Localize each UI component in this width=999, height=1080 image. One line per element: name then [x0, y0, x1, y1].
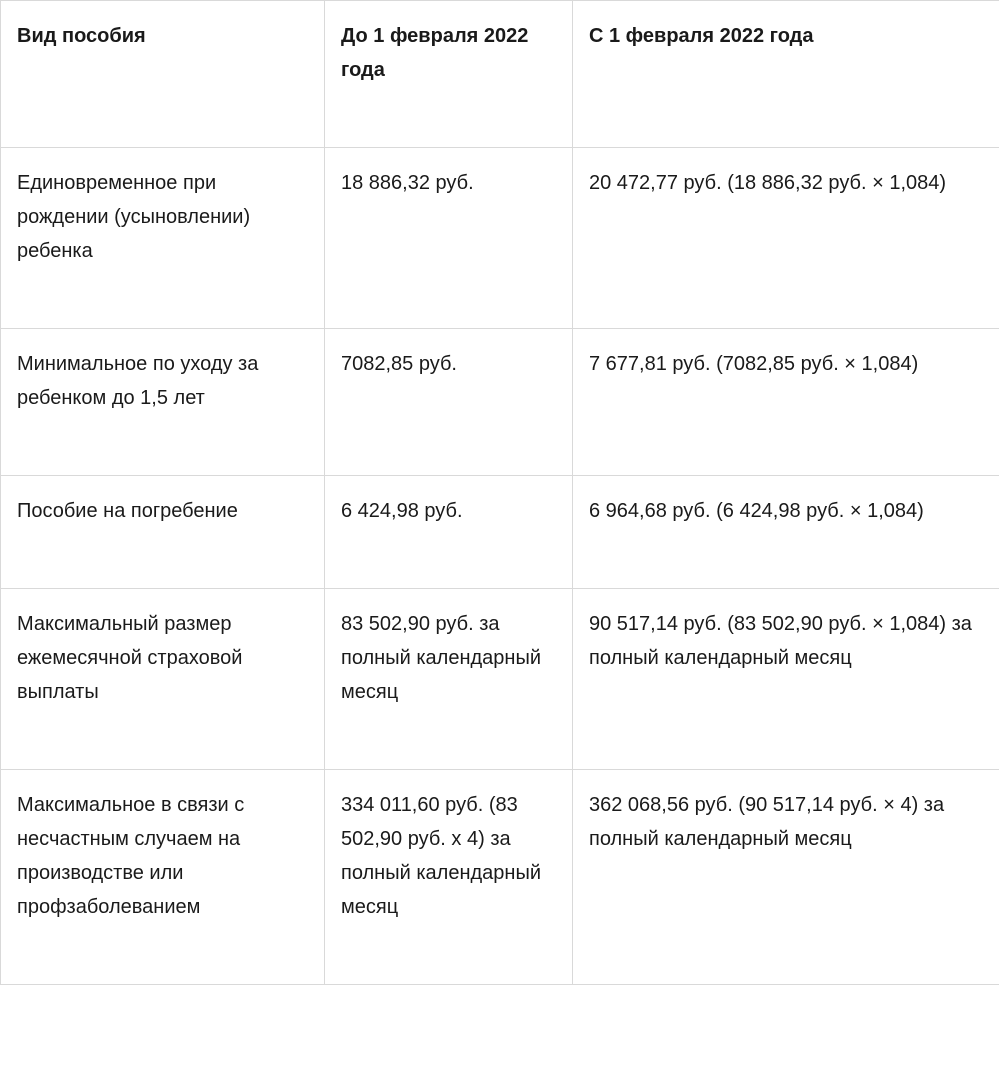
table-header-cell: С 1 февраля 2022 года [573, 1, 999, 148]
table-cell: 6 424,98 руб. [325, 476, 573, 589]
table-cell: 20 472,77 руб. (18 886,32 руб. × 1,084) [573, 148, 999, 329]
table-cell: 7082,85 руб. [325, 329, 573, 476]
table-cell: 7 677,81 руб. (7082,85 руб. × 1,084) [573, 329, 999, 476]
table-row: Максимальное в связи с несчастным случае… [1, 770, 999, 985]
table-row: Пособие на погребение 6 424,98 руб. 6 96… [1, 476, 999, 589]
table-cell: Единовременное при рождении (усыновлении… [1, 148, 325, 329]
table-cell: 83 502,90 руб. за полный календарный мес… [325, 589, 573, 770]
table-cell: 18 886,32 руб. [325, 148, 573, 329]
table-cell: Пособие на погребение [1, 476, 325, 589]
table-cell: 362 068,56 руб. (90 517,14 руб. × 4) за … [573, 770, 999, 985]
table-cell: Максимальное в связи с несчастным случае… [1, 770, 325, 985]
table-header-row: Вид пособия До 1 февраля 2022 года С 1 ф… [1, 1, 999, 148]
table-cell: Минимальное по уходу за ребенком до 1,5 … [1, 329, 325, 476]
benefits-table: Вид пособия До 1 февраля 2022 года С 1 ф… [0, 0, 999, 985]
table-cell: 90 517,14 руб. (83 502,90 руб. × 1,084) … [573, 589, 999, 770]
table-header-cell: Вид пособия [1, 1, 325, 148]
table-cell: Максимальный размер ежемесячной страхово… [1, 589, 325, 770]
table-row: Минимальное по уходу за ребенком до 1,5 … [1, 329, 999, 476]
table-header-cell: До 1 февраля 2022 года [325, 1, 573, 148]
table-cell: 334 011,60 руб. (83 502,90 руб. х 4) за … [325, 770, 573, 985]
table-cell: 6 964,68 руб. (6 424,98 руб. × 1,084) [573, 476, 999, 589]
table-row: Максимальный размер ежемесячной страхово… [1, 589, 999, 770]
table-row: Единовременное при рождении (усыновлении… [1, 148, 999, 329]
